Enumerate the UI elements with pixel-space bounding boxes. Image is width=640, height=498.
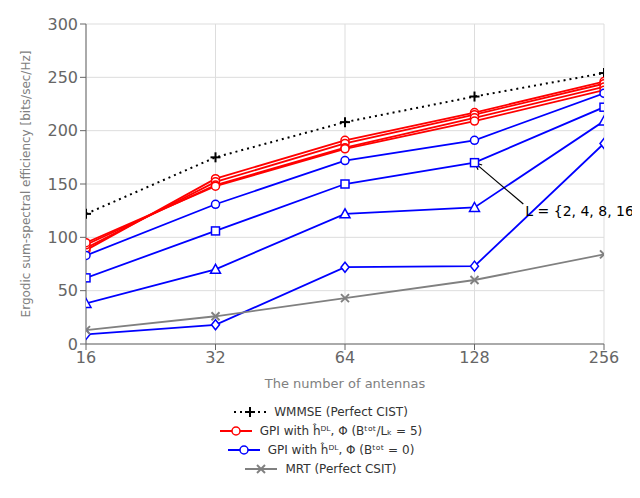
svg-text:150: 150 <box>47 175 78 194</box>
svg-text:64: 64 <box>335 348 355 367</box>
svg-text:100: 100 <box>47 228 78 247</box>
svg-text:256: 256 <box>589 348 620 367</box>
html-text:GPI with ĥᴰᴸ, Φ (Bᵗᵒᵗ/Lₖ = 5): GPI with ĥᴰᴸ, Φ (Bᵗᵒᵗ/Lₖ = 5) <box>259 423 423 438</box>
svg-text:250: 250 <box>47 68 78 87</box>
svg-text:16: 16 <box>76 348 96 367</box>
html-text:WMMSE (Perfect CIST): WMMSE (Perfect CIST) <box>274 404 408 419</box>
svg-text:50: 50 <box>58 281 78 300</box>
svg-text:32: 32 <box>205 348 225 367</box>
svg-text:300: 300 <box>47 15 78 34</box>
svg-text:The number of antennas: The number of antennas <box>264 376 426 391</box>
svg-text:0: 0 <box>68 335 78 354</box>
svg-text:200: 200 <box>47 121 78 140</box>
html-text:GPI with ĥᴰᴸ, Φ (Bᵗᵒᵗ = 0): GPI with ĥᴰᴸ, Φ (Bᵗᵒᵗ = 0) <box>267 442 415 457</box>
svg-text:Ergodic sum-spectral efficienc: Ergodic sum-spectral efficiency [bits/se… <box>19 51 33 318</box>
svg-text:128: 128 <box>459 348 490 367</box>
html-text:MRT (Perfect CSIT): MRT (Perfect CSIT) <box>285 461 397 476</box>
svg-text:L = {2, 4, 8, 16}: L = {2, 4, 8, 16} <box>525 203 632 219</box>
